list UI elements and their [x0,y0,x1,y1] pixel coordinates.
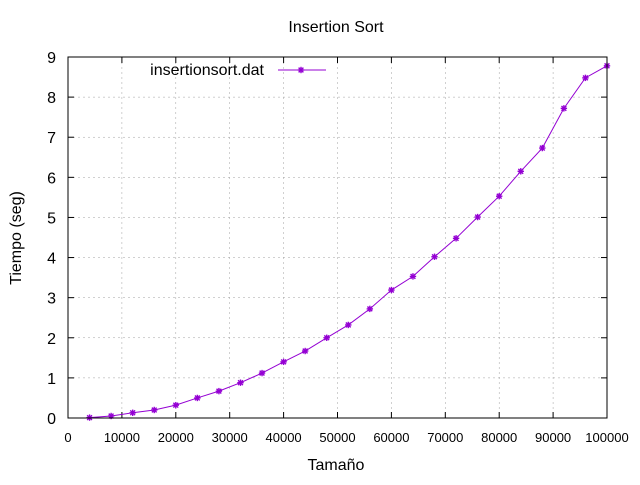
data-point [582,74,589,82]
marker-stroke [453,235,459,242]
data-point [517,168,524,175]
x-tick-label: 90000 [535,430,571,445]
x-tick-label: 40000 [266,430,302,445]
legend: insertionsort.dat [150,62,326,79]
y-tick-label: 4 [47,251,56,268]
x-tick-label: 20000 [158,430,194,445]
marker-stroke [388,287,395,293]
y-tick-label: 3 [47,291,56,308]
plot-frame [67,56,608,419]
y-tick-label: 6 [47,170,56,187]
marker-stroke [172,402,179,409]
data-point [194,394,201,402]
marker-stroke [582,74,589,81]
marker-stroke [194,395,201,401]
data-point [452,235,460,242]
marker-stroke [496,193,503,200]
marker-stroke [345,322,352,328]
marker-stroke [216,388,222,395]
marker-stroke [410,273,416,280]
x-tick-label: 10000 [104,430,140,445]
chart-title: Insertion Sort [288,19,384,36]
legend-marker-star [297,66,305,74]
data-point [366,305,374,313]
x-tick-label: 50000 [319,430,355,445]
marker-stroke [431,253,438,260]
marker-stroke [323,334,330,341]
x-tick-label: 0 [64,430,71,445]
x-axis-label: Tamaño [308,457,365,474]
y-tick-label: 9 [47,50,56,67]
data-point [496,192,503,200]
marker-stroke [366,306,373,312]
data-point [388,286,395,294]
marker-stroke [560,105,567,112]
data-point [560,105,568,112]
data-point [431,253,438,260]
x-tick-label: 80000 [481,430,517,445]
marker-stroke [302,348,309,354]
data-point [345,321,352,329]
data-point [258,369,266,377]
y-tick-label: 8 [47,90,56,107]
marker-stroke [474,214,481,220]
data-point [129,409,136,416]
marker-stroke [259,370,265,376]
marker-stroke [237,379,244,386]
marker-stroke [539,145,546,151]
data-point [151,406,158,414]
series-line [89,65,608,419]
axis-ticks: 0 10000 20000 30000 40000 50000 60000 70000 8000… [47,50,629,445]
y-tick-label: 5 [47,210,56,227]
data-point [539,144,546,152]
grid [68,57,607,418]
y-axis-label: Tiempo (seg) [8,191,25,285]
legend-marker [297,66,305,74]
data-point [323,334,330,341]
y-tick-label: 0 [47,411,56,428]
marker-stroke [129,409,136,416]
marker-stroke [517,168,524,175]
data-point [280,358,287,366]
data-point [237,379,244,386]
data-point [172,401,179,409]
legend-label: insertionsort.dat [150,62,264,79]
data-point [409,273,417,280]
marker-stroke [151,407,158,413]
marker-stroke [280,358,287,365]
y-tick-label: 2 [47,331,56,348]
data-point [474,213,481,221]
y-tick-label: 7 [47,130,56,147]
data-point [301,347,309,355]
x-tick-label: 70000 [427,430,463,445]
series-layer [86,62,611,421]
x-tick-label: 100000 [585,430,628,445]
y-tick-label: 1 [47,371,56,388]
x-tick-label: 30000 [212,430,248,445]
x-tick-label: 60000 [373,430,409,445]
marker-stroke [298,67,304,73]
data-point [215,387,223,395]
